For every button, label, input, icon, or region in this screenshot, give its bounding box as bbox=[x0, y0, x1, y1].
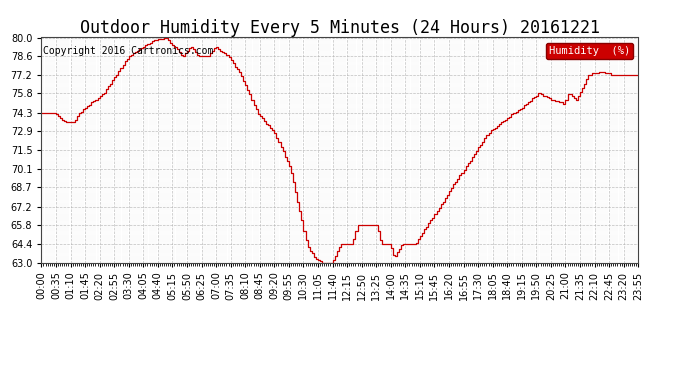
Legend: Humidity  (%): Humidity (%) bbox=[546, 43, 633, 59]
Title: Outdoor Humidity Every 5 Minutes (24 Hours) 20161221: Outdoor Humidity Every 5 Minutes (24 Hou… bbox=[80, 20, 600, 38]
Text: Copyright 2016 Cartronics.com: Copyright 2016 Cartronics.com bbox=[43, 46, 213, 57]
